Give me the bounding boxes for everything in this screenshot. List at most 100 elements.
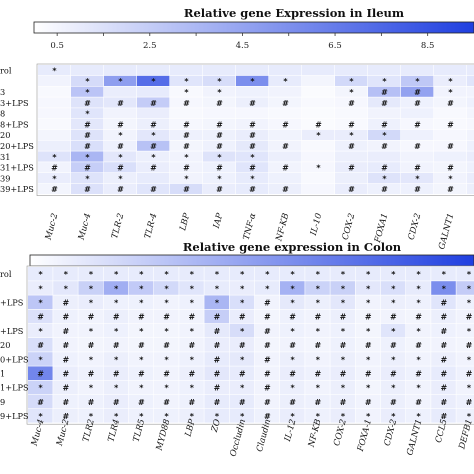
ileum-significance-mark: # [249, 164, 256, 173]
ileum-significance-mark: # [84, 185, 91, 194]
colon-heatmap-cell [128, 295, 154, 309]
colon-significance-mark: * [89, 355, 94, 364]
ileum-heatmap-cell [236, 183, 269, 194]
ileum-heatmap-cell [368, 183, 401, 194]
colon-significance-mark: * [341, 384, 346, 393]
colon-heatmap-cell [305, 409, 330, 423]
colon-heatmap-cell [431, 267, 456, 281]
colon-heatmap-cell [78, 295, 103, 309]
colon-heatmap-cell [305, 281, 330, 295]
colon-significance-mark: * [165, 355, 170, 364]
ileum-significance-mark: # [150, 120, 157, 129]
colon-heatmap-cell [103, 309, 129, 324]
ileum-heatmap-cell [203, 86, 236, 97]
colon-significance-mark: * [316, 355, 321, 364]
colon-significance-mark: * [215, 284, 220, 293]
colon-heatmap-cell [128, 380, 154, 395]
colon-heatmap-cell [128, 409, 154, 423]
colon-significance-mark: * [165, 284, 170, 293]
colon-heatmap-cell [103, 323, 129, 338]
colon-significance-mark: * [316, 412, 321, 421]
ileum-significance-mark: # [84, 99, 91, 108]
colon-column-label: ZO [210, 418, 223, 434]
colon-significance-mark: # [88, 398, 95, 407]
ileum-heatmap-cell [434, 129, 467, 140]
colon-significance-mark: * [190, 327, 195, 336]
ileum-significance-mark: # [315, 120, 322, 129]
colon-heatmap-cell [204, 323, 229, 338]
colon-significance-mark: # [163, 313, 170, 322]
colon-significance-mark: * [341, 284, 346, 293]
colon-significance-mark: # [264, 370, 271, 379]
ileum-heatmap-cell [104, 162, 137, 173]
colon-significance-mark: * [139, 384, 144, 393]
ileum-significance-mark: * [349, 88, 354, 97]
ileum-heatmap-cell [71, 183, 104, 194]
ileum-heatmap-cell [104, 86, 137, 97]
colon-heatmap-cell [78, 267, 103, 281]
colon-heatmap-cell [103, 380, 129, 395]
colon-heatmap-cell [204, 352, 229, 366]
ileum-heatmap-cell [104, 151, 137, 162]
ileum-significance-mark: # [282, 185, 289, 194]
colon-heatmap-cell [355, 366, 381, 380]
colon-significance-mark: # [163, 370, 170, 379]
ileum-heatmap-cell [71, 97, 104, 108]
colon-significance-mark: * [467, 299, 472, 308]
colon-significance-mark: # [314, 398, 321, 407]
colon-heatmap-cell [204, 394, 229, 409]
ileum-heatmap-cell [467, 86, 474, 97]
ileum-colorbar [33, 21, 474, 34]
ileum-heatmap-cell [302, 162, 335, 173]
ileum-significance-mark: # [447, 99, 454, 108]
ileum-heatmap-cell [335, 65, 368, 76]
ileum-significance-mark: # [414, 120, 421, 129]
colon-heatmap-cell [431, 352, 456, 366]
ileum-significance-mark: * [217, 153, 222, 162]
colon-heatmap-cell [355, 309, 381, 324]
ileum-heatmap-cell [38, 173, 71, 184]
colon-heatmap-cell [254, 380, 280, 395]
ileum-heatmap-cell [302, 65, 335, 76]
colon-heatmap-cell [128, 394, 154, 409]
colon-significance-mark: # [214, 355, 221, 364]
colon-heatmap-cell [254, 366, 280, 380]
colon-significance-mark: * [39, 327, 44, 336]
colon-heatmap-cell [431, 338, 456, 352]
ileum-significance-mark: # [84, 164, 91, 173]
colon-heatmap-cell [330, 267, 355, 281]
colon-heatmap-cell [254, 338, 280, 352]
colon-significance-mark: * [391, 299, 396, 308]
colon-heatmap-cell [431, 323, 456, 338]
ileum-significance-mark: * [382, 174, 387, 183]
colon-significance-mark: # [188, 398, 195, 407]
ileum-significance-mark: * [118, 131, 123, 140]
colon-significance-mark: * [114, 384, 119, 393]
colon-heatmap-cell [330, 295, 355, 309]
colon-significance-mark: # [390, 313, 397, 322]
colon-significance-mark: * [240, 412, 245, 421]
ileum-significance-mark: * [382, 77, 387, 86]
ileum-heatmap-cell [302, 183, 335, 194]
colon-significance-mark: # [440, 299, 447, 308]
colon-heatmap-cell [179, 267, 204, 281]
ileum-significance-mark: # [282, 99, 289, 108]
ileum-significance-mark: # [150, 142, 157, 151]
ileum-heatmap-cell [335, 162, 368, 173]
ileum-significance-mark: # [249, 185, 256, 194]
colon-significance-mark: * [240, 299, 245, 308]
colon-significance-mark: * [139, 327, 144, 336]
colon-significance-mark: * [215, 299, 220, 308]
ileum-significance-mark: * [250, 153, 255, 162]
ileum-heatmap-cell [38, 75, 71, 86]
colon-significance-mark: # [340, 370, 347, 379]
colon-heatmap-cell [179, 366, 204, 380]
colon-significance-mark: * [316, 384, 321, 393]
colon-heatmap-cell [204, 366, 229, 380]
ileum-significance-mark: * [184, 77, 189, 86]
ileum-heatmap-cell [368, 97, 401, 108]
ileum-colorbar-tick-label: 8.5 [421, 41, 435, 51]
ileum-heatmap-cell [236, 65, 269, 76]
colon-heatmap-cell [254, 409, 280, 423]
colon-heatmap-cell [254, 281, 280, 295]
